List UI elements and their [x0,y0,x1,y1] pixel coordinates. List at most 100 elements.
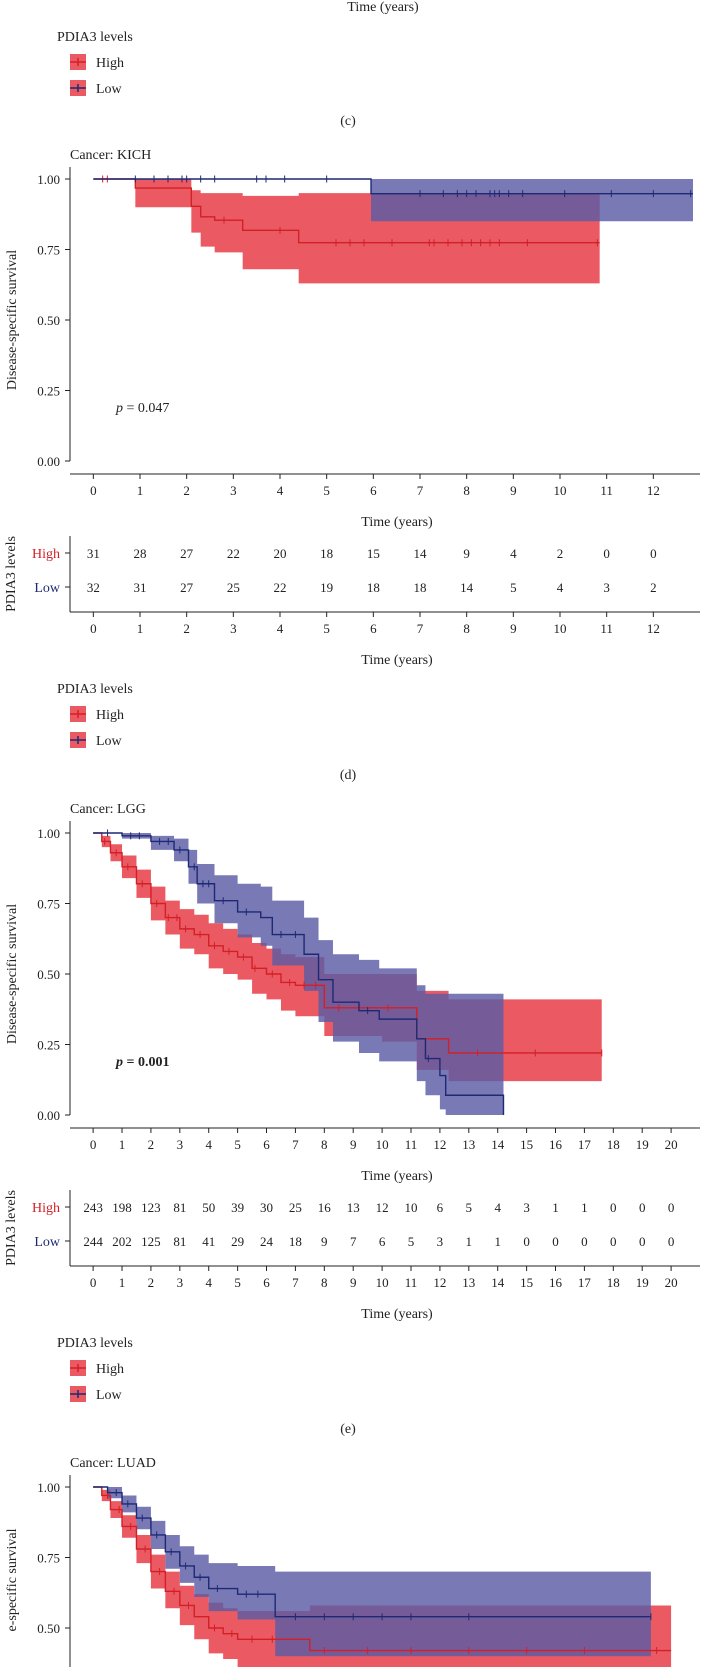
risk-x-tick-label: 1 [119,1275,126,1290]
risk-count: 31 [134,580,147,595]
p-value-symbol: p [115,401,123,416]
risk-x-tick-label: 2 [148,1275,155,1290]
x-axis-label: Time (years) [361,515,433,530]
chart-title: Cancer: LUAD [70,1456,156,1471]
risk-x-tick-label: 10 [376,1275,389,1290]
x-tick-label: 14 [491,1137,505,1152]
risk-count: 5 [408,1234,415,1249]
risk-x-tick-label: 5 [323,621,330,636]
risk-count: 81 [173,1200,186,1215]
y-tick-label: 1.00 [37,1480,60,1495]
x-tick-label: 18 [607,1137,620,1152]
risk-count: 0 [650,546,657,561]
risk-count: 18 [320,546,333,561]
kich-chart: Cancer: KICH 0.00 0.25 0.50 0.75 1.00 Disease-… [4,148,700,749]
y-tick-label: 1.00 [37,826,60,841]
p-value-symbol: p [115,1055,123,1070]
panel-c-xlabel: Time (years) [347,0,419,15]
risk-count: 41 [202,1234,215,1249]
x-tick-label: 20 [665,1137,678,1152]
x-tick-label: 6 [370,483,377,498]
x-axis-label: Time (years) [361,1169,433,1184]
y-tick-label: 0.75 [37,243,60,258]
risk-count: 202 [112,1234,132,1249]
x-tick-label: 0 [90,483,97,498]
risk-x-tick-label: 20 [665,1275,678,1290]
chart-title: Cancer: LGG [70,802,146,817]
p-value: p = 0.001 [115,1055,169,1070]
x-tick-label: 8 [463,483,470,498]
risk-count: 15 [367,546,380,561]
curve-high [93,832,602,1054]
risk-x-tick-label: 11 [405,1275,418,1290]
risk-count: 13 [347,1200,360,1215]
chart-title: Cancer: KICH [70,148,151,163]
low-confidence-band [93,1487,651,1657]
risk-x-axis-label: Time (years) [361,653,433,668]
x-tick-label: 12 [433,1137,446,1152]
risk-count: 10 [405,1200,418,1215]
x-tick-label: 11 [600,483,613,498]
x-tick-label: 11 [405,1137,418,1152]
risk-count: 0 [610,1234,617,1249]
risk-count: 3 [523,1200,530,1215]
risk-count: 198 [112,1200,132,1215]
risk-count: 0 [523,1234,530,1249]
risk-count: 18 [414,580,427,595]
panel-d-label: (d) [340,768,357,783]
risk-count: 1 [581,1200,588,1215]
risk-count: 30 [260,1200,273,1215]
p-value-number: = 0.001 [123,1055,169,1070]
x-tick-label: 5 [234,1137,241,1152]
risk-count: 25 [289,1200,302,1215]
y-tick-label: 1.00 [37,172,60,187]
risk-count: 244 [83,1234,103,1249]
risk-x-tick-label: 15 [520,1275,533,1290]
risk-row-label-high: High [32,547,60,562]
x-tick-label: 13 [462,1137,475,1152]
risk-row-label-low: Low [34,1235,61,1250]
risk-count: 2 [557,546,564,561]
risk-count: 3 [603,580,610,595]
risk-count: 1 [552,1200,559,1215]
risk-count: 81 [173,1234,186,1249]
y-axis-label: e-specific survival [5,1528,20,1631]
risk-x-tick-label: 9 [510,621,517,636]
risk-count: 0 [639,1200,646,1215]
risk-count: 5 [510,580,517,595]
x-tick-label: 1 [137,483,144,498]
p-value-number: = 0.047 [123,401,169,416]
risk-x-tick-label: 16 [549,1275,563,1290]
y-tick-label: 0.50 [37,967,60,982]
risk-count: 1 [466,1234,473,1249]
risk-count: 0 [581,1234,588,1249]
risk-x-tick-label: 17 [578,1275,592,1290]
risk-y-axis-label: PDIA3 levels [4,536,19,612]
risk-x-tick-label: 10 [554,621,567,636]
panel-c-label: (c) [340,114,356,129]
risk-count: 1 [494,1234,501,1249]
risk-count: 14 [414,546,428,561]
risk-count: 22 [227,546,240,561]
x-tick-label: 5 [323,483,330,498]
x-tick-label: 16 [549,1137,563,1152]
legend-item-high: High [96,708,124,723]
risk-count: 9 [463,546,470,561]
x-tick-label: 8 [321,1137,328,1152]
risk-count: 123 [141,1200,161,1215]
risk-x-tick-label: 6 [263,1275,270,1290]
risk-count: 4 [494,1200,501,1215]
x-tick-label: 9 [510,483,517,498]
legend-item-low: Low [96,1388,123,1403]
risk-x-tick-label: 0 [90,1275,97,1290]
x-tick-label: 10 [554,483,567,498]
risk-count: 0 [639,1234,646,1249]
risk-count: 12 [376,1200,389,1215]
curve-high [93,1486,672,1652]
risk-count: 28 [134,546,147,561]
x-tick-label: 12 [647,483,660,498]
legend-title: PDIA3 levels [57,1336,133,1351]
risk-count: 19 [320,580,333,595]
risk-x-tick-label: 7 [417,621,424,636]
